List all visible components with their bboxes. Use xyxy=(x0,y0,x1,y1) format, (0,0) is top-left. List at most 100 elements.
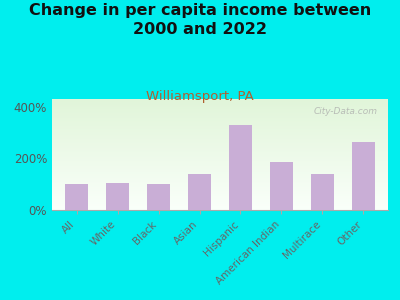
Bar xyxy=(52,150,388,151)
Bar xyxy=(52,197,388,198)
Bar xyxy=(52,107,388,108)
Bar xyxy=(65,184,88,210)
Bar xyxy=(52,140,388,141)
Bar xyxy=(188,174,211,210)
Bar xyxy=(52,183,388,184)
Bar xyxy=(52,154,388,156)
Bar xyxy=(52,119,388,120)
Bar xyxy=(52,209,388,210)
Bar xyxy=(52,166,388,167)
Bar xyxy=(52,101,388,102)
Bar xyxy=(52,205,388,206)
Bar xyxy=(52,173,388,175)
Bar xyxy=(52,130,388,131)
Bar xyxy=(52,179,388,180)
Bar xyxy=(52,143,388,145)
Bar xyxy=(52,161,388,162)
Bar xyxy=(52,113,388,115)
Bar xyxy=(52,190,388,191)
Bar xyxy=(52,123,388,124)
Bar xyxy=(52,121,388,122)
Bar xyxy=(147,184,170,210)
Bar xyxy=(52,184,388,186)
Bar xyxy=(52,177,388,178)
Bar xyxy=(52,132,388,134)
Bar xyxy=(52,194,388,196)
Bar xyxy=(52,131,388,132)
Bar xyxy=(52,202,388,203)
Text: Williamsport, PA: Williamsport, PA xyxy=(146,90,254,103)
Bar xyxy=(52,120,388,121)
Bar xyxy=(52,199,388,200)
Bar xyxy=(52,124,388,126)
Bar xyxy=(52,127,388,128)
Bar xyxy=(52,176,388,177)
Bar xyxy=(52,152,388,153)
Bar xyxy=(52,167,388,168)
Bar xyxy=(52,169,388,170)
Bar xyxy=(270,162,293,210)
Bar xyxy=(52,200,388,201)
Bar xyxy=(52,116,388,117)
Bar xyxy=(52,146,388,147)
Bar xyxy=(52,203,388,205)
Bar xyxy=(52,158,388,159)
Bar xyxy=(52,160,388,161)
Bar xyxy=(52,139,388,140)
Bar xyxy=(52,115,388,116)
Bar xyxy=(352,142,375,210)
Bar xyxy=(52,168,388,169)
Bar xyxy=(52,192,388,193)
Bar xyxy=(52,108,388,109)
Text: City-Data.com: City-Data.com xyxy=(314,107,378,116)
Bar xyxy=(52,134,388,136)
Bar xyxy=(52,188,388,189)
Bar xyxy=(52,129,388,130)
Bar xyxy=(52,208,388,209)
Bar xyxy=(311,174,334,210)
Bar xyxy=(52,191,388,192)
Bar xyxy=(52,145,388,146)
Bar xyxy=(52,142,388,143)
Bar xyxy=(106,183,129,210)
Bar xyxy=(52,102,388,104)
Bar xyxy=(52,106,388,107)
Bar xyxy=(52,187,388,188)
Bar xyxy=(52,151,388,152)
Bar xyxy=(52,171,388,172)
Bar xyxy=(52,180,388,181)
Bar xyxy=(52,157,388,158)
Bar xyxy=(52,178,388,179)
Bar xyxy=(52,122,388,123)
Bar xyxy=(52,207,388,208)
Text: Change in per capita income between
2000 and 2022: Change in per capita income between 2000… xyxy=(29,3,371,37)
Bar xyxy=(52,164,388,166)
Bar xyxy=(52,138,388,139)
Bar xyxy=(52,170,388,171)
Bar xyxy=(229,125,252,210)
Bar xyxy=(52,100,388,101)
Bar xyxy=(52,153,388,154)
Bar xyxy=(52,159,388,160)
Bar xyxy=(52,149,388,150)
Bar xyxy=(52,137,388,138)
Bar xyxy=(52,162,388,164)
Bar xyxy=(52,186,388,187)
Bar xyxy=(52,117,388,118)
Bar xyxy=(52,201,388,202)
Bar xyxy=(52,109,388,110)
Bar xyxy=(52,148,388,149)
Bar xyxy=(52,172,388,173)
Bar xyxy=(52,112,388,113)
Bar xyxy=(52,141,388,142)
Bar xyxy=(52,111,388,112)
Bar xyxy=(52,175,388,176)
Bar xyxy=(52,103,388,105)
Bar xyxy=(52,99,388,100)
Bar xyxy=(52,193,388,194)
Bar xyxy=(52,147,388,148)
Bar xyxy=(52,181,388,182)
Bar xyxy=(52,118,388,119)
Bar xyxy=(52,198,388,199)
Bar xyxy=(52,196,388,197)
